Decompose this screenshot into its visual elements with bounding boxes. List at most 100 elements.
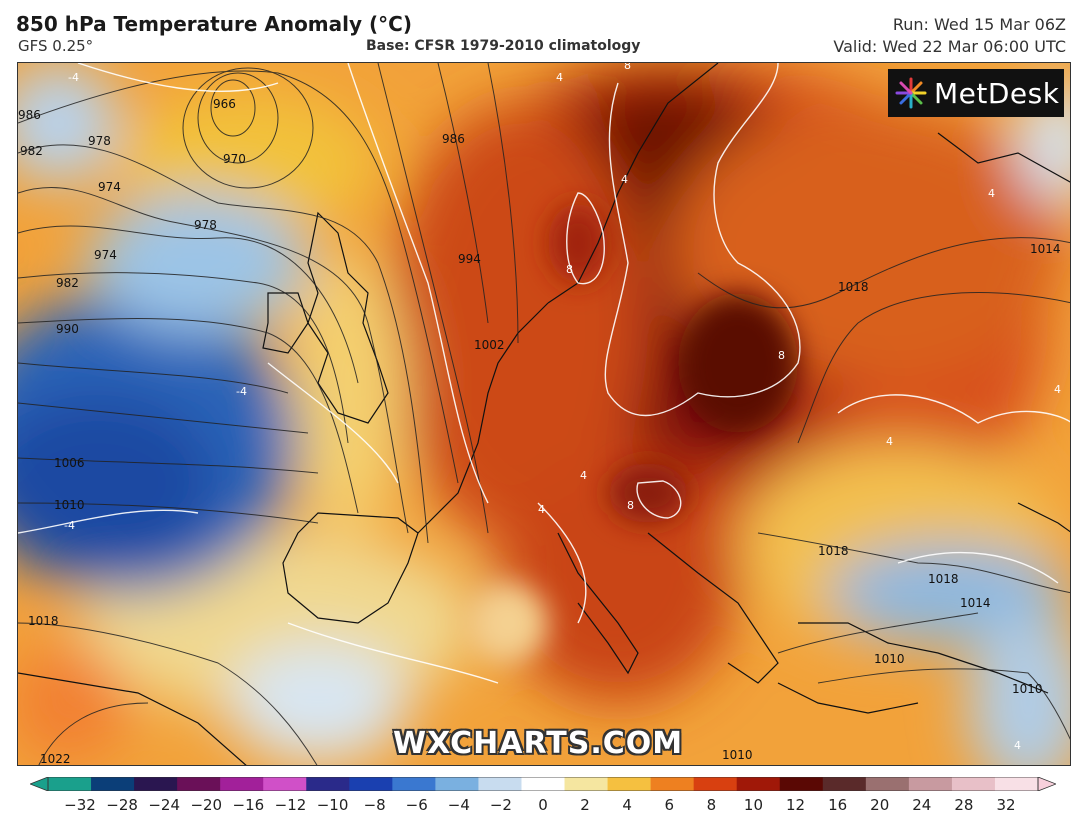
colorbar-tick-label: 2	[580, 796, 590, 814]
anomaly-label: 8	[627, 499, 634, 512]
anomaly-label: -4	[68, 71, 79, 84]
colorbar-tick-label: 16	[828, 796, 848, 814]
isobar-label: 974	[98, 180, 121, 194]
isobar-label: 1022	[40, 752, 71, 766]
colorbar-segment	[48, 777, 92, 791]
anomaly-label: 4	[621, 173, 628, 186]
isobar-label: 986	[18, 108, 41, 122]
metdesk-logo-text: MetDesk	[934, 76, 1060, 110]
colorbar-segment	[349, 777, 393, 791]
anomaly-contours	[18, 63, 1070, 684]
colorbar-tick-label: 32	[996, 796, 1016, 814]
colorbar-segment	[736, 777, 781, 791]
colorbar-segment	[650, 777, 695, 791]
isobar-label: 1018	[28, 614, 59, 628]
colorbar-tick-label: −10	[316, 796, 349, 814]
wxcharts-watermark: WXCHARTS.COM	[393, 726, 684, 761]
anomaly-label: 4	[1054, 383, 1061, 396]
isobar-label: 978	[88, 134, 111, 148]
run-time-label: Run: Wed 15 Mar 06Z	[892, 15, 1066, 34]
isobar-label: 1014	[960, 596, 991, 610]
chart-title: 850 hPa Temperature Anomaly (°C)	[16, 12, 412, 36]
anomaly-label: 4	[580, 469, 587, 482]
colorbar-segment	[134, 777, 178, 791]
colorbar-tick-label: 0	[538, 796, 548, 814]
metdesk-starburst-icon	[895, 77, 927, 109]
anomaly-label: 8	[778, 349, 785, 362]
colorbar-segment	[951, 777, 996, 791]
anomaly-label: -4	[64, 519, 75, 532]
map-canvas: 986 982 978 974 974 970 966 978 982 990 …	[18, 63, 1070, 766]
colorbar	[30, 777, 1056, 791]
isobar-label: 1010	[722, 748, 753, 762]
colorbar-segment	[994, 777, 1039, 791]
metdesk-logo: MetDesk	[888, 69, 1064, 117]
isobar-label: 994	[458, 252, 481, 266]
isobar-label: 1010	[1012, 682, 1043, 696]
isobar-label: 1002	[474, 338, 505, 352]
isobar-label: 1018	[818, 544, 849, 558]
anomaly-label: 4	[1014, 739, 1021, 752]
anomaly-detail	[468, 203, 798, 663]
colorbar-tick-label: −16	[232, 796, 265, 814]
colorbar-segment	[607, 777, 652, 791]
anomaly-label: -4	[236, 385, 247, 398]
isobar-label: 986	[442, 132, 465, 146]
colorbar-tick-label: −4	[447, 796, 470, 814]
colorbar-tick-label: −12	[274, 796, 307, 814]
isobar-label: 970	[223, 152, 246, 166]
colorbar-tick-label: −20	[190, 796, 223, 814]
colorbar-segment	[177, 777, 221, 791]
colorbar-tick-label: −24	[148, 796, 180, 814]
colorbar-segment	[521, 777, 566, 791]
colorbar-segment	[865, 777, 910, 791]
colorbar-tick-label: 24	[912, 796, 932, 814]
isobar-label: 982	[56, 276, 79, 290]
model-label: GFS 0.25°	[18, 37, 94, 55]
colorbar-tick-label: 28	[954, 796, 974, 814]
colorbar-segment	[392, 777, 436, 791]
colorbar-segment	[263, 777, 307, 791]
climatology-base-label: Base: CFSR 1979-2010 climatology	[366, 38, 641, 54]
colorbar-tick-label: −32	[64, 796, 96, 814]
isobar-label: 1018	[928, 572, 959, 586]
anomaly-label-group: 4 8 8 8 8 4 4 4 4 4 4 4 -4 -4 -4	[64, 63, 1061, 752]
colorbar-left-arrow	[30, 777, 49, 791]
isobar-label: 974	[94, 248, 117, 262]
isobars	[18, 63, 1070, 765]
isobar-label: 978	[194, 218, 217, 232]
isobar-label: 1018	[838, 280, 869, 294]
colorbar-segment	[693, 777, 738, 791]
colorbar-segment	[478, 777, 523, 791]
colorbar-tick-label: −28	[106, 796, 138, 814]
isobar-label: 1014	[1030, 242, 1061, 256]
colorbar-right-arrow	[1037, 777, 1056, 791]
isobar-label: 982	[20, 144, 43, 158]
colorbar-tick-labels: −32 −28 −24 −20 −16 −12 −10 −8 −6 −4 −2 0 2 4 6 8 10 12 16…	[30, 796, 1056, 816]
colorbar-tick-label: 4	[622, 796, 632, 814]
colorbar-border	[47, 777, 1039, 791]
colorbar-tick-label: −8	[363, 796, 386, 814]
isobar-label: 1010	[54, 498, 85, 512]
colorbar-segment	[435, 777, 480, 791]
isobar-label: 1006	[54, 456, 85, 470]
colorbar-segments	[48, 777, 1039, 791]
colorbar-segment	[908, 777, 953, 791]
anomaly-label: 8	[566, 263, 573, 276]
temperature-anomaly-map: 986 982 978 974 974 970 966 978 982 990 …	[17, 62, 1071, 766]
isobar-label-group: 986 982 978 974 974 970 966 978 982 990 …	[18, 97, 1061, 766]
colorbar-tick-label: −2	[489, 796, 512, 814]
anomaly-label: 4	[988, 187, 995, 200]
colorbar-segment	[822, 777, 867, 791]
colorbar-segment	[220, 777, 264, 791]
colorbar-tick-label: 20	[870, 796, 890, 814]
colorbar-tick-label: 12	[785, 796, 806, 814]
colorbar-segment	[779, 777, 824, 791]
colorbar-segment	[564, 777, 609, 791]
anomaly-label: 4	[538, 503, 545, 516]
colorbar-tick-label: 8	[706, 796, 717, 814]
isobar-label: 990	[56, 322, 79, 336]
colorbar-tick-label: 6	[664, 796, 675, 814]
anomaly-label: 4	[556, 71, 563, 84]
colorbar-tick-label: 10	[743, 796, 763, 814]
